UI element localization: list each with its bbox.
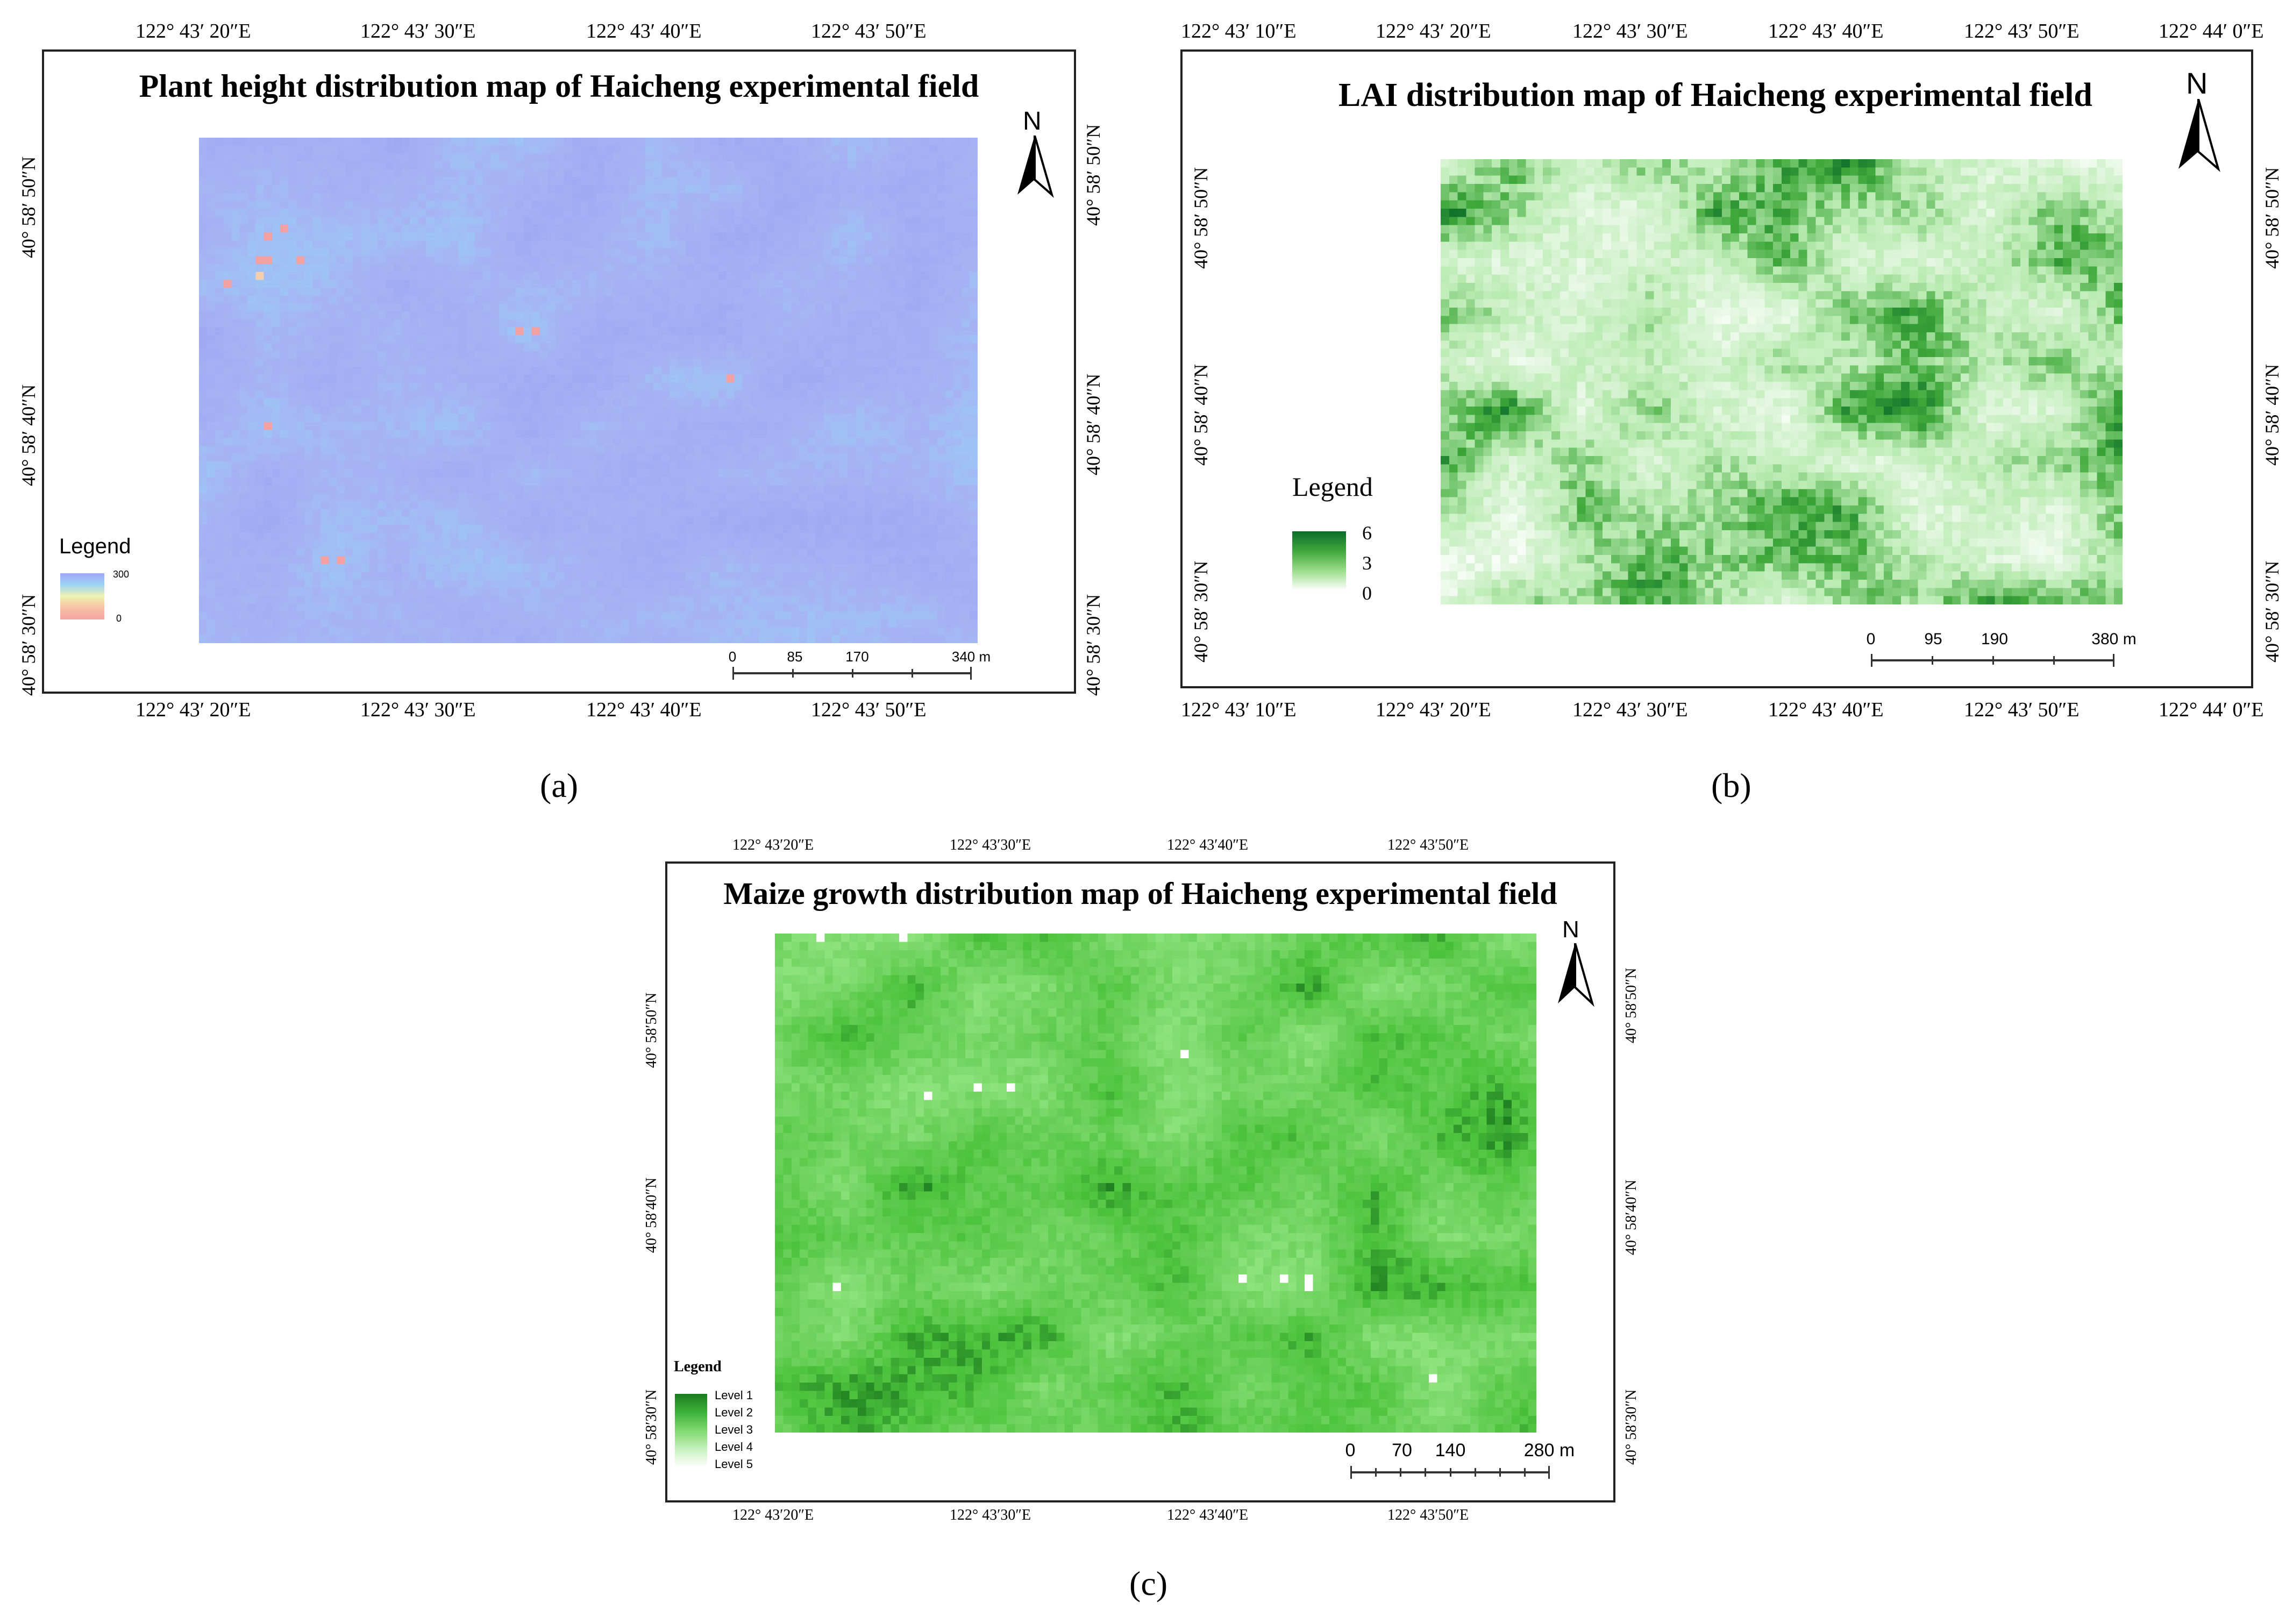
scale-label: 0 <box>1345 1440 1356 1461</box>
lon-tick-bottom: 122° 43′40″E <box>1167 1507 1249 1523</box>
map-panel-maize-growth: Maize growth distribution map of Haichen… <box>665 861 1615 1502</box>
scale-bar: 0 95 190 380 m <box>1867 630 2137 670</box>
figure-label: (a) <box>540 766 579 804</box>
legend-title: Legend <box>59 535 131 558</box>
legend-label: Level 5 <box>715 1457 753 1471</box>
legend-label: 0 <box>1362 582 1372 604</box>
lon-tick-top: 122° 43′ 20″E <box>1376 20 1491 42</box>
north-arrow: N <box>1013 107 1056 198</box>
lon-tick-bottom: 122° 43′ 20″E <box>1376 699 1491 721</box>
lat-tick-right: 40° 58′ 50″N <box>2261 167 2283 269</box>
map-panel-lai: LAI distribution map of Haicheng experim… <box>1180 49 2253 688</box>
lat-tick-right: 40° 58′ 50″N <box>1083 124 1104 226</box>
figure-label: (c) <box>1129 1564 1168 1602</box>
legend-label: Level 3 <box>715 1423 753 1436</box>
lon-tick-bottom: 122° 43′ 50″E <box>811 699 927 721</box>
map-title: Plant height distribution map of Haichen… <box>139 68 979 104</box>
lon-tick-top: 122° 43′ 30″E <box>360 20 476 42</box>
scale-label: 190 <box>1981 630 2009 648</box>
north-label: N <box>2186 66 2208 100</box>
lat-tick-left: 40° 58′ 30″N <box>1190 560 1212 663</box>
scale-label: 380 m <box>2091 630 2137 648</box>
north-arrow-icon <box>1017 136 1054 198</box>
map-panel-plant-height: Plant height distribution map of Haichen… <box>42 49 1076 694</box>
legend-label: 3 <box>1362 552 1372 574</box>
legend-label: Level 1 <box>715 1388 753 1402</box>
lon-tick-top: 122° 43′ 30″E <box>1572 20 1688 42</box>
lon-tick-top: 122° 43′ 40″E <box>586 20 702 42</box>
lon-tick-bottom: 122° 43′ 40″E <box>586 699 702 721</box>
lat-tick-right: 40° 58′ 30″N <box>1083 594 1104 696</box>
lon-tick-top: 122° 43′30″E <box>950 837 1031 853</box>
legend-title: Legend <box>1292 472 1373 502</box>
scale-label: 85 <box>787 649 803 665</box>
north-arrow-icon <box>2178 99 2220 172</box>
lon-tick-bottom: 122° 43′ 30″E <box>1572 699 1688 721</box>
scale-label: 280 m <box>1523 1440 1575 1461</box>
north-label: N <box>1562 916 1579 943</box>
maize-growth-raster <box>775 934 1536 1433</box>
lon-tick-top: 122° 43′50″E <box>1387 837 1469 853</box>
north-arrow-icon <box>1558 943 1594 1007</box>
lat-tick-right: 40° 58′30″N <box>1623 1389 1640 1465</box>
legend-gradient <box>60 573 104 619</box>
lon-tick-bottom: 122° 43′30″E <box>950 1507 1031 1523</box>
scale-label: 0 <box>728 649 737 665</box>
legend-gradient <box>675 1394 707 1467</box>
legend-gradient <box>1292 531 1346 590</box>
lon-tick-top: 122° 43′ 50″E <box>811 20 927 42</box>
lat-tick-right: 40° 58′ 40″N <box>2261 364 2283 466</box>
legend-max: 300 <box>113 569 130 580</box>
scale-label: 340 m <box>951 649 991 665</box>
lat-tick-left: 40° 58′30″N <box>643 1389 660 1465</box>
legend-min: 0 <box>116 613 122 624</box>
lat-tick-left: 40° 58′ 50″N <box>1190 167 1212 269</box>
lon-tick-top: 122° 43′40″E <box>1167 837 1249 853</box>
north-arrow: N <box>1556 916 1599 1013</box>
scale-bar: 0 70 140 280 m <box>1345 1440 1575 1480</box>
scale-label: 170 <box>845 649 869 665</box>
lai-raster <box>1441 159 2123 604</box>
lat-tick-left: 40° 58′50″N <box>643 992 660 1068</box>
lon-tick-top: 122° 44′ 0″E <box>2159 20 2264 42</box>
map-title: Maize growth distribution map of Haichen… <box>723 876 1557 911</box>
north-arrow: N <box>2174 66 2223 179</box>
lon-tick-top: 122° 43′ 40″E <box>1768 20 1884 42</box>
lat-tick-left: 40° 58′ 50″N <box>18 156 39 258</box>
legend-title: Legend <box>674 1358 722 1375</box>
figure-label: (b) <box>1711 766 1751 804</box>
map-title: LAI distribution map of Haicheng experim… <box>1338 77 2092 113</box>
legend-label: Level 4 <box>715 1440 753 1454</box>
lon-tick-top: 122° 43′ 20″E <box>136 20 251 42</box>
lat-tick-left: 40° 58′ 30″N <box>18 594 39 696</box>
lon-tick-bottom: 122° 43′20″E <box>732 1507 814 1523</box>
legend-label: Level 2 <box>715 1406 753 1419</box>
scale-label: 95 <box>1924 630 1942 648</box>
lon-tick-top: 122° 43′20″E <box>732 837 814 853</box>
north-label: N <box>1023 107 1042 136</box>
scale-label: 70 <box>1392 1440 1412 1461</box>
lon-tick-bottom: 122° 44′ 0″E <box>2159 699 2264 721</box>
lat-tick-right: 40° 58′ 40″N <box>1083 373 1104 475</box>
lon-tick-top: 122° 43′ 10″E <box>1181 20 1297 42</box>
lon-tick-bottom: 122° 43′50″E <box>1387 1507 1469 1523</box>
scale-label: 140 <box>1435 1440 1466 1461</box>
lat-tick-right: 40° 58′ 30″N <box>2261 560 2283 663</box>
lat-tick-right: 40° 58′40″N <box>1623 1179 1640 1255</box>
lon-tick-top: 122° 43′ 50″E <box>1964 20 2080 42</box>
scale-bar: 0 85 170 340 m <box>729 649 991 686</box>
lon-tick-bottom: 122° 43′ 50″E <box>1964 699 2080 721</box>
lon-tick-bottom: 122° 43′ 40″E <box>1768 699 1884 721</box>
legend-label: 6 <box>1362 522 1372 544</box>
lon-tick-bottom: 122° 43′ 30″E <box>360 699 476 721</box>
lon-tick-bottom: 122° 43′ 10″E <box>1181 699 1297 721</box>
lat-tick-left: 40° 58′40″N <box>643 1177 660 1253</box>
lat-tick-left: 40° 58′ 40″N <box>18 384 39 486</box>
lon-tick-bottom: 122° 43′ 20″E <box>136 699 251 721</box>
scale-label: 0 <box>1866 630 1876 648</box>
lat-tick-right: 40° 58′50″N <box>1623 967 1640 1043</box>
plant-height-raster <box>199 138 978 643</box>
lat-tick-left: 40° 58′ 40″N <box>1190 364 1212 466</box>
